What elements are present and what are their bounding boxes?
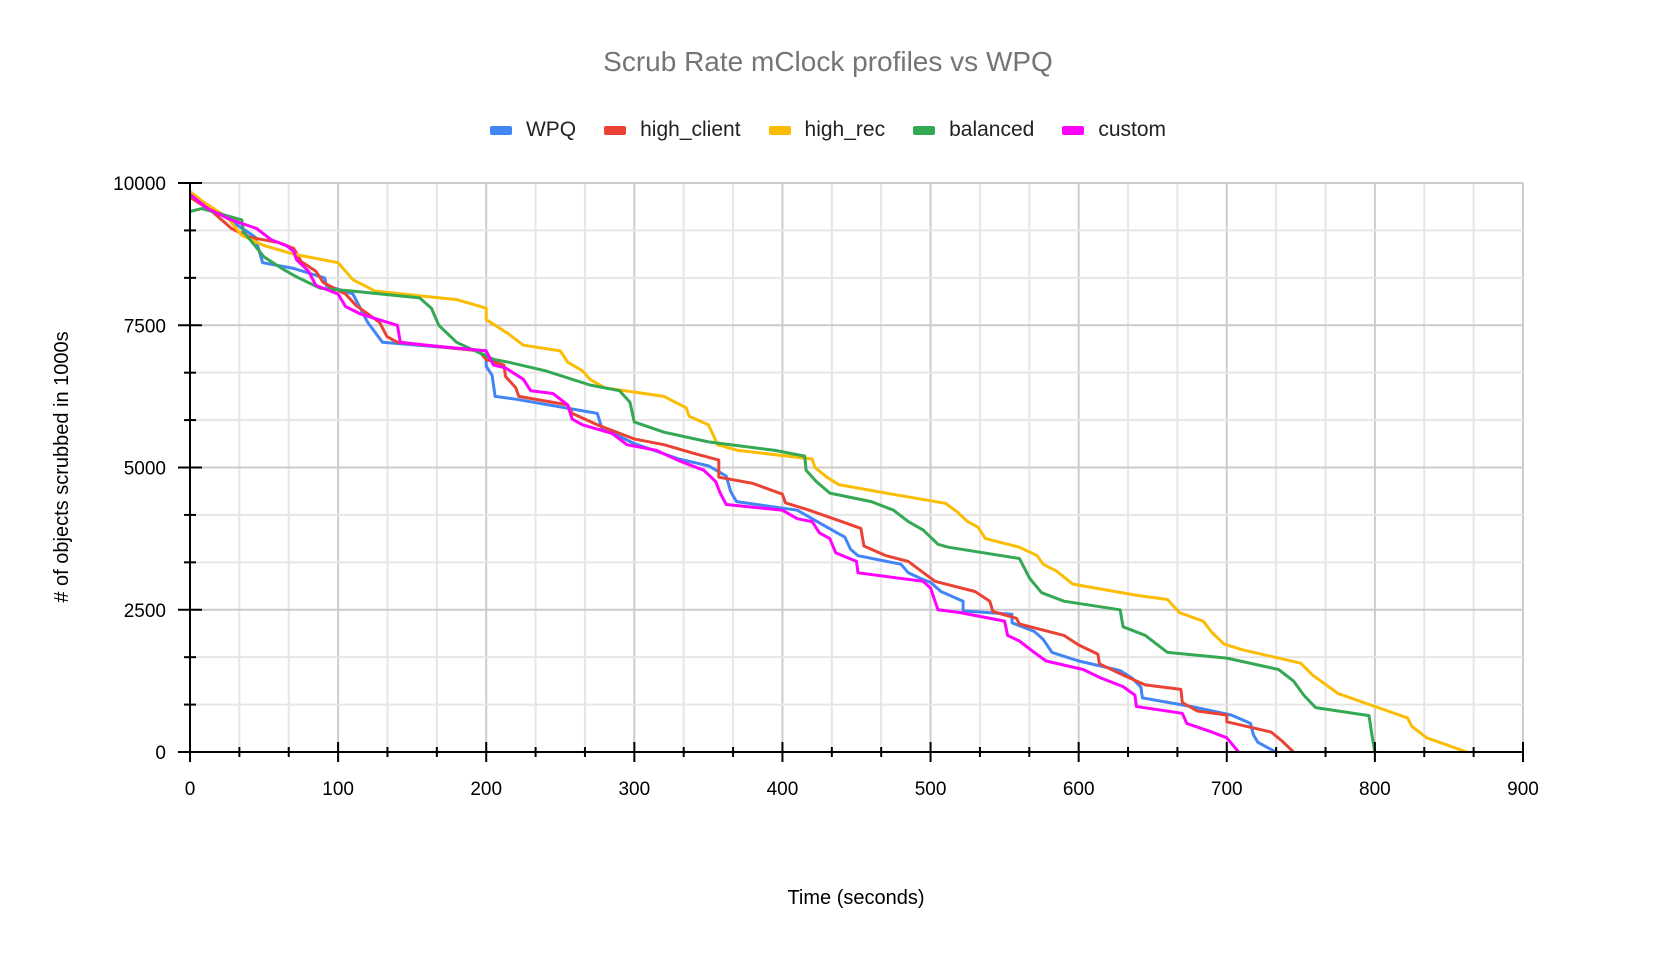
grid: [190, 182, 1524, 752]
legend-label: balanced: [949, 118, 1035, 141]
x-tick-label: 600: [1063, 779, 1095, 800]
x-axis-title: Time (seconds): [787, 887, 924, 909]
legend-label: high_rec: [804, 118, 886, 141]
legend-label: WPQ: [525, 118, 577, 141]
legend-swatch: [1062, 125, 1085, 135]
series-line-high-client: [189, 195, 1295, 754]
series-line-custom: [189, 193, 1240, 753]
x-tick-label: 800: [1359, 779, 1391, 800]
legend-swatch: [768, 125, 791, 135]
legend-item-custom: custom: [1062, 118, 1166, 142]
chart-title: Scrub Rate mClock profiles vs WPQ: [603, 46, 1053, 77]
legend-item-balanced: balanced: [913, 118, 1034, 142]
legend-swatch: [913, 125, 936, 135]
y-tick-label: 5000: [124, 459, 166, 480]
legend-label: high_client: [640, 118, 741, 141]
legend-item-high-rec: high_rec: [768, 118, 886, 142]
series-line-balanced: [189, 207, 1377, 753]
x-tick-label: 500: [915, 779, 947, 800]
y-tick-label: 2500: [124, 601, 166, 622]
y-tick-label: 7500: [124, 316, 166, 337]
x-tick-label: 0: [185, 779, 196, 800]
y-tick-label: 0: [155, 743, 166, 764]
x-tick-label: 700: [1211, 779, 1243, 800]
y-tick-label: 10000: [113, 174, 166, 195]
x-tick-label: 900: [1507, 779, 1539, 800]
legend-item-WPQ: WPQ: [489, 118, 577, 142]
x-tick-label: 100: [322, 779, 354, 800]
legend: WPQ high_client high_rec balanced custom: [0, 118, 1656, 142]
legend-swatch: [604, 125, 627, 135]
series-line-high-rec: [189, 190, 1468, 754]
legend-item-high-client: high_client: [604, 118, 741, 142]
x-tick-label: 400: [767, 779, 799, 800]
y-axis-title: # of objects scrubbed in 1000s: [51, 331, 73, 602]
series-layer: [189, 190, 1468, 754]
legend-label: custom: [1098, 118, 1167, 141]
x-tick-label: 300: [618, 779, 650, 800]
x-tick-label: 200: [470, 779, 502, 800]
legend-swatch: [489, 125, 512, 135]
axes: 0 100 200 300 400 500 600 700 800 900 0 2500 5000 750…: [113, 174, 1539, 800]
